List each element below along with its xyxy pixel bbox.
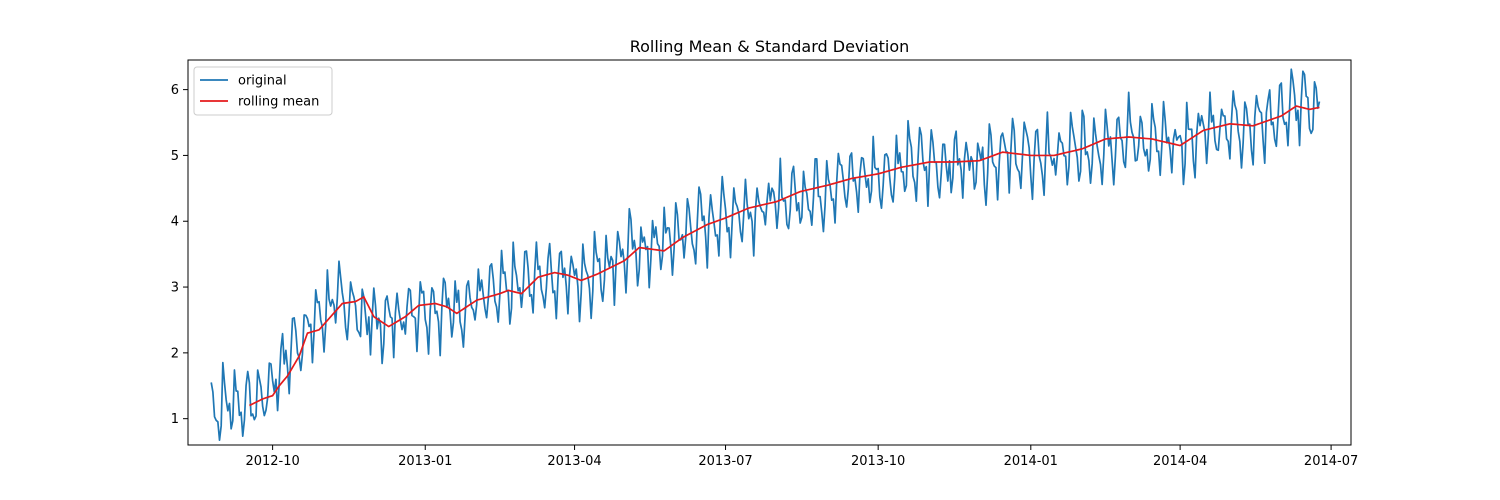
chart-title: Rolling Mean & Standard Deviation (630, 37, 910, 56)
rolling-mean-series-line (249, 105, 1320, 407)
x-tick-label: 2013-01 (398, 454, 452, 469)
legend-label: rolling mean (238, 95, 319, 110)
legend-label: original (238, 74, 287, 89)
legend-box (193, 66, 333, 116)
y-tick-label: 2 (171, 346, 179, 361)
y-tick-label: 5 (171, 149, 179, 164)
y-tick-label: 6 (171, 83, 179, 98)
y-tick-label: 3 (171, 281, 179, 296)
x-tick-label: 2013-10 (851, 454, 905, 469)
x-tick-label: 2014-07 (1304, 454, 1358, 469)
x-tick-label: 2014-01 (1004, 454, 1058, 469)
y-tick-label: 4 (171, 215, 179, 230)
plot-frame (187, 59, 1352, 446)
y-tick-label: 1 (171, 412, 179, 427)
x-tick-label: 2013-04 (547, 454, 601, 469)
legend: original rolling mean (193, 66, 333, 116)
x-tick-label: 2013-07 (698, 454, 752, 469)
plot-area (210, 68, 1321, 441)
original-series-line (210, 68, 1321, 441)
axes: 2012-10 2013-01 2013-04 2013-07 2013-10 2014-… (171, 59, 1358, 469)
x-tick-label: 2014-04 (1153, 454, 1207, 469)
x-tick-label: 2012-10 (245, 454, 299, 469)
